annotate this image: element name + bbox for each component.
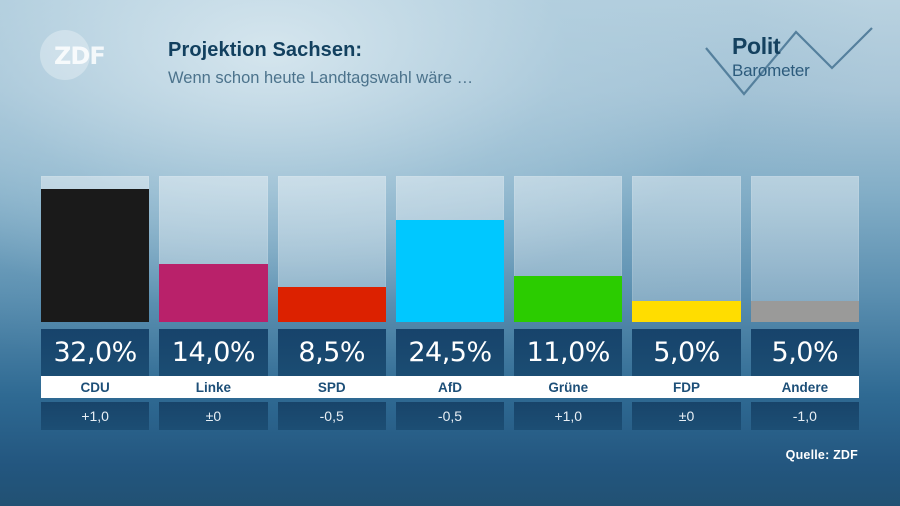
politbarometer-line2: Barometer [732,61,810,80]
value-label-gruene: 11,0% [514,329,623,376]
party-name-fdp: FDP [673,379,701,395]
bar-columns: 32,0% 14,0% 8,5% 24,5% [41,176,859,376]
politbarometer-zigzag-icon [705,27,873,96]
bar-column-cdu: 32,0% [41,176,150,376]
title-block: Projektion Sachsen: Wenn schon heute Lan… [168,38,473,89]
bar-fill-afd [395,219,505,322]
value-label-afd: 24,5% [395,329,505,376]
change-label-cdu: +1,0 [41,402,150,430]
bar-column-fdp: 5,0% [632,176,741,376]
party-name-andere: Andere [781,379,829,395]
politbarometer-wordmark: Polit Barometer [732,33,810,80]
zdf-logo: ZDF [40,30,114,80]
change-label-linke: ±0 [159,402,268,430]
party-names: CDU Linke SPD AfD Grüne FDP Andere [41,376,859,398]
politbarometer-line1: Polit [732,33,781,59]
value-label-andere: 5,0% [750,329,859,376]
party-name-afd: AfD [437,379,462,395]
zdf-logo-circle [40,30,90,80]
bar-fill-fdp [632,301,741,322]
value-label-fdp: 5,0% [632,329,741,376]
bar-fill-cdu [41,188,150,322]
bar-track [159,176,268,322]
bar-track [395,176,505,322]
page-subtitle: Wenn schon heute Landtagswahl wäre … [168,69,474,87]
bar-column-gruene: 11,0% [514,176,623,376]
change-label-fdp: ±0 [632,402,741,430]
bar-fill-spd [277,286,386,322]
bar-column-afd: 24,5% [395,176,505,376]
party-name-spd: SPD [317,379,346,395]
bar-track [632,176,741,322]
party-name-gruene: Grüne [548,379,589,395]
change-label-spd: -0,5 [277,402,386,430]
source-label: Quelle: ZDF [785,448,858,462]
change-row: +1,0 ±0 -0,5 -0,5 +1,0 ±0 -1,0 [41,402,859,430]
politbarometer-logo: Polit Barometer [700,22,876,102]
change-label-gruene: +1,0 [514,402,623,430]
party-name-strip: CDU Linke SPD AfD Grüne FDP Andere [41,376,859,398]
bar-fill-gruene [514,276,623,322]
change-label-afd: -0,5 [395,402,505,430]
bar-track [514,176,623,322]
bar-track [277,176,386,322]
change-label-andere: -1,0 [750,402,859,430]
zdf-logo-text: ZDF [54,42,106,70]
value-label-cdu: 32,0% [41,329,150,376]
bar-chart: 32,0% 14,0% 8,5% 24,5% [41,176,859,376]
bar-fill-linke [159,263,268,322]
page-title: Projektion Sachsen: [168,39,363,61]
bar-track [750,176,859,322]
party-name-cdu: CDU [80,379,110,395]
bar-fill-andere [750,301,859,322]
value-label-linke: 14,0% [159,329,268,376]
bar-column-andere: 5,0% [750,176,859,376]
bar-column-spd: 8,5% [277,176,386,376]
party-name-linke: Linke [195,379,232,395]
bar-column-linke: 14,0% [159,176,268,376]
bar-track [41,176,150,322]
value-label-spd: 8,5% [277,329,386,376]
